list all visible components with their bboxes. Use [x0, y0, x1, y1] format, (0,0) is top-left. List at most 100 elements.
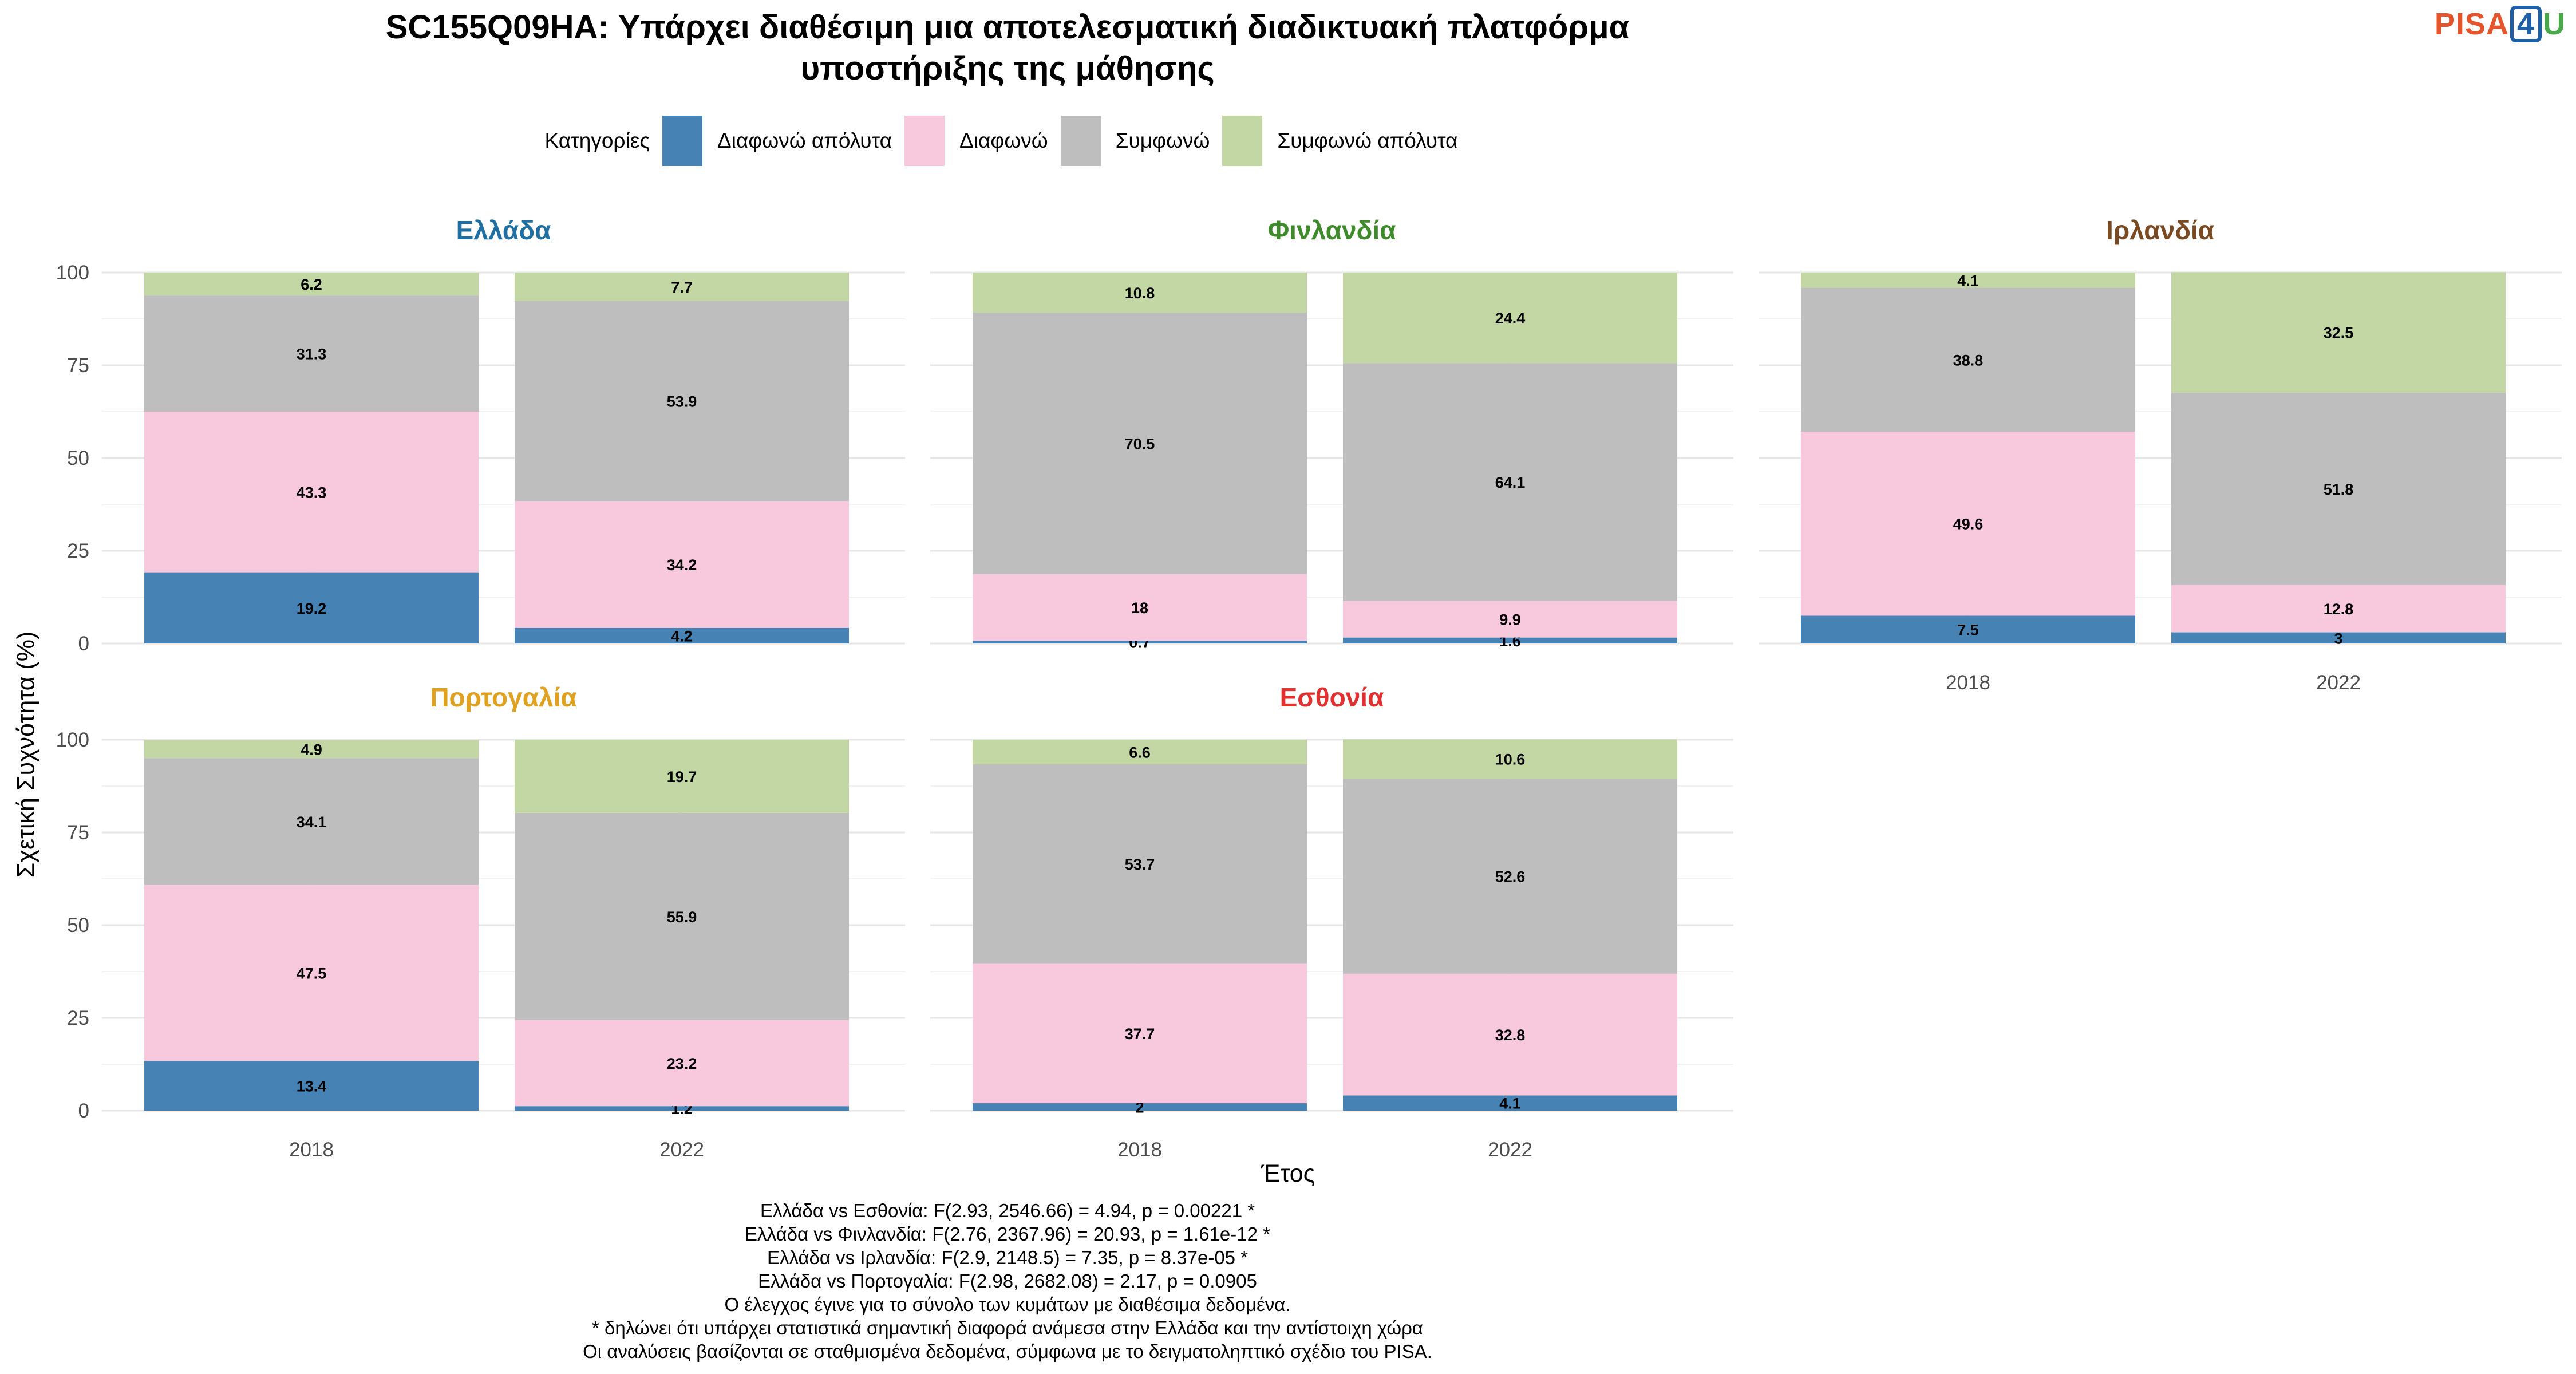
- data-label: 19.7: [667, 768, 697, 785]
- panel-title: Φινλανδία: [1268, 215, 1396, 245]
- bar-segment: [2171, 272, 2506, 393]
- bar-segment: [1343, 1095, 1677, 1111]
- data-label: 23.2: [667, 1055, 697, 1072]
- legend: Κατηγορίες Διαφωνώ απόλυτα Διαφωνώ Συμφωνώ…: [0, 114, 2015, 167]
- pisa4u-logo: PISA 4 U: [2435, 6, 2566, 42]
- note-line: Ελλάδα vs Εσθονία: F(2.93, 2546.66) = 4.…: [760, 1200, 1255, 1221]
- data-label: 49.6: [1953, 516, 1984, 533]
- data-label: 24.4: [1495, 310, 1526, 327]
- data-label: 7.5: [1957, 622, 1979, 639]
- data-label: 4.1: [1957, 272, 1979, 289]
- panel-title: Ελλάδα: [456, 215, 551, 245]
- bar-segment: [1343, 739, 1677, 779]
- note-line: * δηλώνει ότι υπάρχει στατιστικά σημαντι…: [592, 1317, 1423, 1339]
- bar-segment: [1343, 601, 1677, 638]
- logo-text-pisa: PISA: [2434, 7, 2509, 41]
- legend-label: Συμφωνώ απόλυτα: [1277, 129, 1458, 152]
- y-tick-label: 100: [56, 262, 89, 284]
- bar-segment: [973, 641, 1307, 643]
- y-tick-label: 50: [67, 914, 89, 937]
- bar-segment: [515, 273, 849, 301]
- data-label: 32.8: [1495, 1026, 1526, 1044]
- data-label: 6.2: [301, 276, 322, 293]
- bar-segment: [1801, 615, 2135, 643]
- bar-segment: [1801, 273, 2135, 288]
- legend-swatch: [1222, 116, 1263, 166]
- bar-segment: [144, 1061, 479, 1111]
- chart-title: SC155Q09HA: Υπάρχει διαθέσιμη μια αποτελ…: [0, 7, 2015, 89]
- data-label: 10.6: [1495, 751, 1526, 768]
- legend-item-2: Διαφωνώ: [904, 116, 1048, 166]
- panel-3: Ιρλανδία 7.5 49.6 38.8 4.1 3 12.8 51.8 32.5 2018 2…: [1759, 215, 2562, 694]
- data-label: 4.2: [671, 627, 693, 645]
- legend-item-3: Συμφωνώ: [1060, 116, 1210, 166]
- bar-segment: [515, 627, 849, 643]
- data-label: 6.6: [1129, 744, 1151, 761]
- y-tick-label: 0: [78, 633, 89, 655]
- bar-segment: [973, 273, 1307, 313]
- x-tick-label: 2022: [1488, 1139, 1532, 1161]
- legend-swatch: [662, 116, 703, 166]
- panel-title: Εσθονία: [1280, 682, 1384, 712]
- bar-segment: [1343, 273, 1677, 364]
- bar-segment: [515, 740, 849, 813]
- bar-segment: [144, 885, 479, 1061]
- bar-segment: [973, 312, 1307, 574]
- note-line: Ο έλεγχος έγινε για το σύνολο των κυμάτω…: [724, 1294, 1291, 1315]
- bar-segment: [144, 273, 479, 296]
- logo-text-4: 4: [2510, 6, 2542, 42]
- data-label: 3: [2334, 630, 2342, 647]
- data-label: 34.2: [667, 556, 697, 574]
- data-label: 53.9: [667, 393, 697, 410]
- data-label: 43.3: [297, 484, 327, 501]
- data-label: 10.8: [1125, 285, 1155, 302]
- data-label: 32.5: [2324, 325, 2354, 342]
- bar-segment: [144, 295, 479, 412]
- note-line: Οι αναλύσεις βασίζονται σε σταθμισμένα δ…: [583, 1341, 1432, 1362]
- bar-segment: [973, 764, 1307, 964]
- x-tick-label: 2022: [659, 1139, 704, 1161]
- legend-item-1: Διαφωνώ απόλυτα: [662, 116, 892, 166]
- y-tick-label: 50: [67, 447, 89, 469]
- x-tick-label: 2018: [1946, 672, 1990, 694]
- panel-4: Πορτογαλία025507510013.447.534.14.91.223…: [56, 682, 905, 1161]
- data-label: 34.1: [297, 814, 327, 831]
- bar-segment: [515, 812, 849, 1020]
- chart-title-line-2: υποστήριξης της μάθησης: [800, 50, 1215, 87]
- data-label: 7.7: [671, 279, 693, 296]
- bar-segment: [515, 301, 849, 502]
- y-tick-label: 100: [56, 729, 89, 751]
- bar-segment: [1801, 287, 2135, 432]
- data-label: 38.8: [1953, 352, 1984, 369]
- data-label: 64.1: [1495, 474, 1526, 491]
- bar-segment: [1343, 637, 1677, 643]
- bar-segment: [144, 758, 479, 885]
- y-tick-label: 0: [78, 1100, 89, 1122]
- bar-segment: [1801, 431, 2135, 616]
- panel-title: Πορτογαλία: [430, 682, 576, 712]
- data-label: 19.2: [297, 600, 327, 617]
- bar-segment: [973, 1103, 1307, 1111]
- data-label: 31.3: [297, 346, 327, 363]
- data-label: 37.7: [1125, 1025, 1155, 1043]
- x-tick-label: 2018: [289, 1139, 334, 1161]
- bar-segment: [973, 574, 1307, 641]
- data-label: 53.7: [1125, 856, 1155, 873]
- data-label: 47.5: [297, 965, 327, 982]
- note-line: Ελλάδα vs Ιρλανδία: F(2.9, 2148.5) = 7.3…: [767, 1247, 1249, 1268]
- bar-segment: [2171, 632, 2506, 643]
- x-tick-label: 2018: [1117, 1139, 1162, 1161]
- data-label: 18: [1131, 599, 1148, 617]
- legend-label: Συμφωνώ: [1115, 129, 1210, 152]
- data-label: 9.9: [1499, 611, 1521, 629]
- bar-segment: [1343, 973, 1677, 1096]
- panel-title: Ιρλανδία: [2106, 215, 2214, 245]
- bar-segment: [144, 740, 479, 759]
- y-tick-label: 75: [67, 354, 89, 377]
- chart-title-line-1: SC155Q09HA: Υπάρχει διαθέσιμη μια αποτελ…: [385, 9, 1630, 46]
- bar-segment: [1343, 779, 1677, 974]
- data-label: 13.4: [297, 1078, 327, 1095]
